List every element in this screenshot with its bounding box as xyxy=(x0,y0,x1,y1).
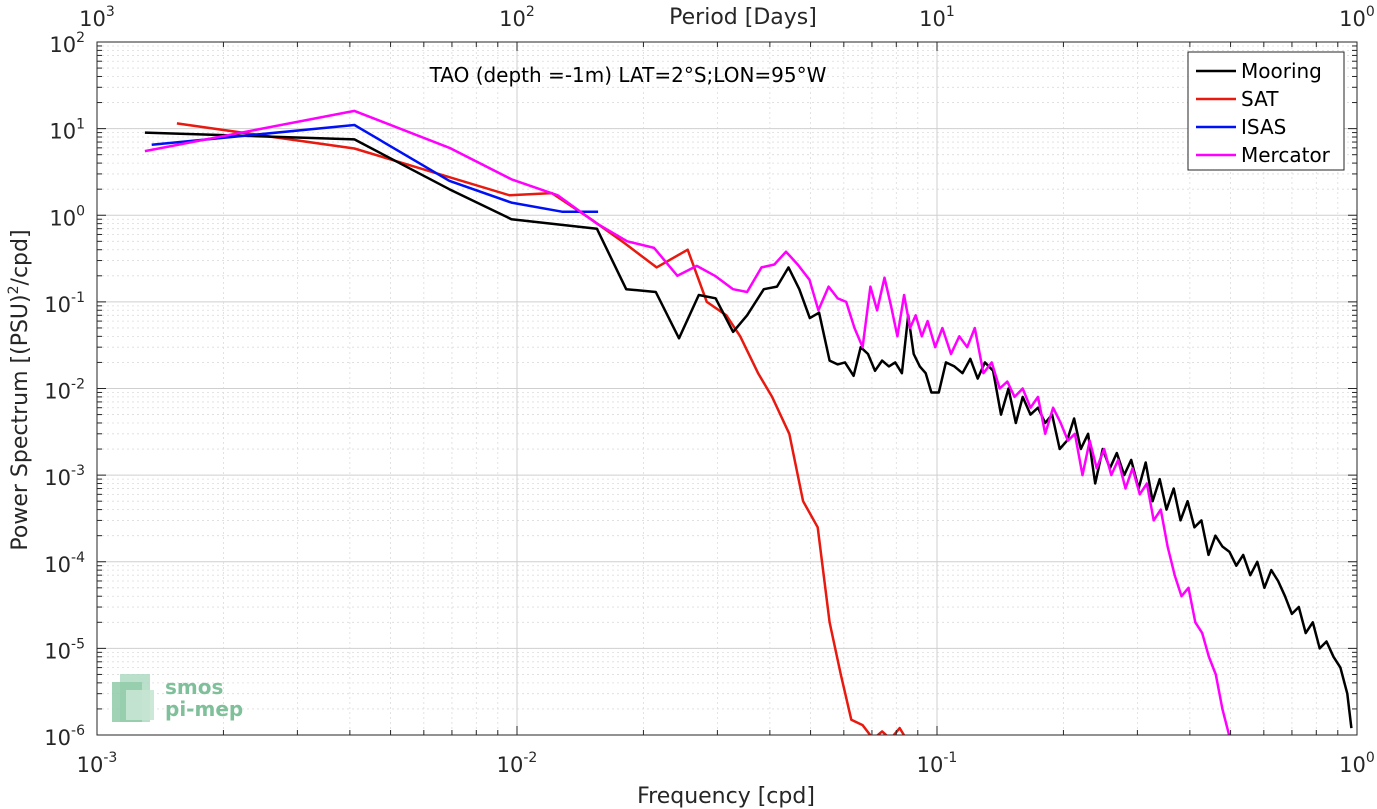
tick-marks xyxy=(96,41,1358,736)
legend-label-sat: SAT xyxy=(1241,87,1279,111)
legend-label-isas: ISAS xyxy=(1241,115,1286,139)
top-tick-label: 100 xyxy=(1339,4,1375,31)
y-tick-label: 102 xyxy=(49,30,85,57)
top-tick-labels: 103 102 101 100 xyxy=(79,4,1375,31)
top-tick-label: 101 xyxy=(919,4,955,31)
y-tick-label: 10-6 xyxy=(44,723,85,750)
x-tick-label: 100 xyxy=(1339,750,1375,777)
x-tick-labels: 10-3 10-2 10-1 100 xyxy=(77,750,1375,777)
y-axis-label-sup: 2 xyxy=(6,285,22,294)
y-axis-label-main: Power Spectrum [(PSU) xyxy=(8,294,33,550)
series-line-mooring xyxy=(144,131,1353,729)
logo-mark-front xyxy=(126,690,154,720)
smos-pi-mep-logo: smos pi-mep xyxy=(112,674,243,722)
legend-label-mooring: Mooring xyxy=(1241,59,1322,83)
x-tick-label: 10-1 xyxy=(917,750,958,777)
y-tick-label: 10-4 xyxy=(44,550,85,577)
y-axis-label: Power Spectrum [(PSU)2/cpd] xyxy=(6,229,33,550)
top-axis-label: Period [Days] xyxy=(669,5,817,30)
x-axis-label: Frequency [cpd] xyxy=(637,784,815,809)
y-axis-label-tail: /cpd] xyxy=(8,229,33,285)
series-line-mercator xyxy=(144,109,1231,735)
series-line-isas xyxy=(151,123,599,213)
legend-label-mercator: Mercator xyxy=(1241,143,1331,167)
y-tick-label: 10-3 xyxy=(44,463,85,490)
y-tick-label: 10-5 xyxy=(44,636,85,663)
chart-title: TAO (depth =-1m) LAT=2°S;LON=95°W xyxy=(429,63,827,87)
y-tick-label: 101 xyxy=(49,117,85,144)
top-tick-label: 102 xyxy=(499,4,535,31)
y-tick-label: 10-2 xyxy=(44,377,85,404)
x-tick-label: 10-2 xyxy=(497,750,538,777)
x-tick-label: 10-3 xyxy=(77,750,118,777)
major-grid xyxy=(96,41,1358,736)
legend: Mooring SAT ISAS Mercator xyxy=(1187,51,1345,171)
y-tick-labels: 102 101 100 10-1 10-2 10-3 10-4 10-5 10-6 xyxy=(44,30,85,750)
y-tick-label: 10-1 xyxy=(44,290,85,317)
logo-text-smos: smos xyxy=(165,675,223,699)
top-tick-label: 103 xyxy=(79,4,115,31)
series-layer xyxy=(144,109,1353,735)
y-tick-label: 100 xyxy=(49,203,85,230)
logo-text-pi-mep: pi-mep xyxy=(165,697,243,721)
